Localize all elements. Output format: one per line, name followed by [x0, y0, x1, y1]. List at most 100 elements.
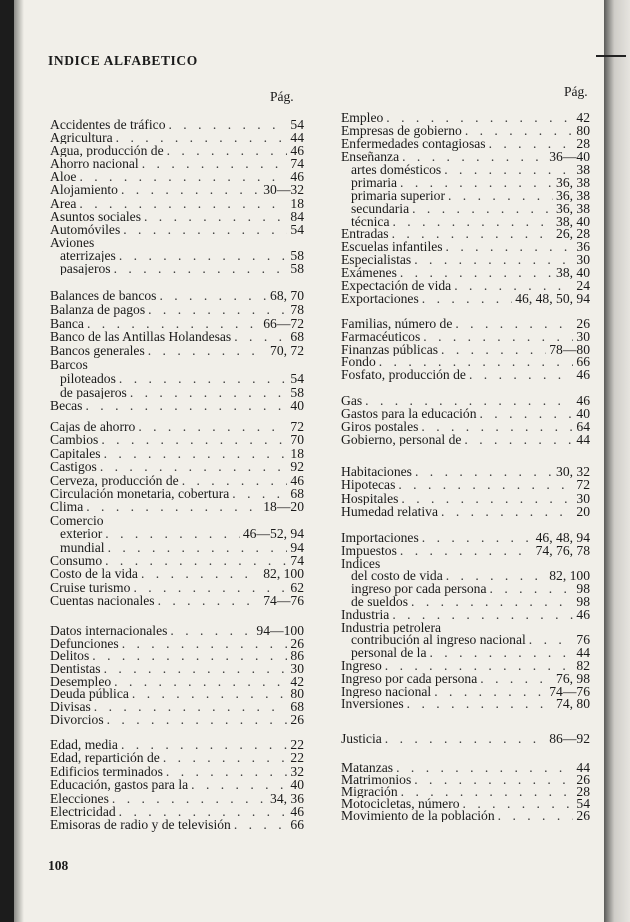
index-term: piloteados: [60, 371, 116, 386]
index-term: Enseñanza: [341, 150, 400, 164]
index-entry: Exportaciones 46, 48, 50, 94: [341, 293, 590, 306]
index-term: Fosfato, producción de: [341, 369, 466, 382]
dot-leader: [104, 447, 288, 460]
index-term: Balanza de pagos: [50, 302, 146, 317]
index-term: Deuda pública: [50, 688, 129, 702]
index-term: Importaciones: [341, 532, 419, 545]
index-entry: Fosfato, producción de 46: [341, 369, 590, 382]
index-entry: Castigos 92: [50, 460, 304, 473]
dot-leader: [182, 474, 288, 487]
index-entry: Defunciones 26: [50, 638, 304, 651]
page-reference: 30: [576, 254, 590, 268]
index-term: Familias, número de: [341, 318, 453, 331]
index-entry: Indices: [341, 558, 590, 571]
dot-leader: [400, 177, 553, 190]
page-reference: 78—80: [549, 343, 590, 357]
index-term: Ingreso: [341, 659, 382, 673]
index-entry: Bancos generales 70, 72: [50, 344, 304, 358]
page-reference: 30: [576, 330, 590, 344]
dot-leader: [430, 647, 574, 660]
dot-leader: [116, 131, 288, 144]
index-entry: Datos internacionales 94—100: [50, 625, 304, 638]
index-term: Aviones: [50, 235, 95, 249]
index-entry: Edad, repartición de 22: [50, 751, 304, 764]
page-reference: 80: [290, 688, 304, 702]
page-reference: 86: [290, 650, 304, 664]
index-term: Automóviles: [50, 222, 121, 236]
dot-leader: [138, 420, 287, 433]
page-reference: 78: [290, 302, 304, 317]
index-term: Justicia: [341, 732, 382, 745]
index-subentry: de pasajeros 58: [50, 386, 304, 400]
index-letter-group: Familias, número de26Farmacéuticos30Fina…: [341, 318, 590, 382]
page-reference: 46—52, 94: [242, 527, 304, 541]
dot-leader: [158, 594, 261, 607]
index-term: Edad, media: [50, 738, 118, 752]
dot-leader: [191, 778, 287, 791]
page-reference: 44: [576, 647, 590, 660]
page-reference: 34, 36: [270, 791, 304, 805]
index-term: Alojamiento: [50, 183, 118, 197]
index-term: Edad, repartición de: [50, 751, 160, 765]
index-letter-group: Justicia 86—92: [341, 732, 590, 745]
dot-leader: [141, 567, 260, 580]
index-entry: Ingreso por cada persona 76, 98: [341, 673, 590, 686]
page-reference: 18—20: [263, 500, 304, 514]
page-reference: 54: [576, 798, 590, 810]
index-term: Cruise turismo: [50, 580, 131, 595]
dot-leader: [119, 249, 288, 262]
dot-leader: [402, 151, 546, 164]
page-reference: 46: [576, 608, 590, 622]
index-term: Defunciones: [50, 637, 119, 651]
page-reference: 82, 100: [549, 570, 590, 584]
index-term: personal de la: [351, 647, 427, 660]
dot-leader: [401, 492, 573, 505]
index-entry: Empresas de gobierno 80: [341, 125, 590, 138]
index-entry: Deuda pública 80: [50, 688, 304, 701]
dot-leader: [444, 164, 573, 177]
dot-leader: [411, 596, 573, 609]
index-term: Inversiones: [341, 698, 404, 712]
index-term: Cajas de ahorro: [50, 420, 136, 434]
index-entry: Aloe 46: [50, 170, 304, 183]
index-subentry: personal de la 44: [341, 647, 590, 660]
index-letter-group: Empleo42Empresas de gobierno80Enfermedad…: [341, 112, 590, 306]
page-reference: 46, 48, 94: [535, 532, 590, 545]
page-reference: 82: [576, 659, 590, 673]
page-reference: 42: [290, 675, 304, 689]
index-term: Matrimonios: [341, 774, 412, 786]
dot-leader: [396, 762, 573, 774]
index-term: Becas: [50, 399, 83, 414]
dot-leader: [234, 330, 287, 344]
page-reference: 76: [576, 634, 590, 648]
index-entry: Accidentes de tráfico 54: [50, 118, 304, 131]
index-entry: Ingreso 82: [341, 660, 590, 673]
index-term: ingreso por cada persona: [351, 583, 487, 596]
index-term: Cuentas nacionales: [50, 594, 155, 608]
dot-leader: [121, 738, 287, 751]
index-entry: Cajas de ahorro 72: [50, 420, 304, 433]
dot-leader: [392, 609, 573, 622]
page-gutter-shadow: [14, 0, 24, 922]
dot-leader: [159, 289, 267, 303]
index-term: Empleo: [341, 112, 384, 125]
dot-leader: [119, 805, 288, 818]
page-reference: 92: [290, 460, 304, 474]
index-term: Agricultura: [50, 131, 113, 145]
index-term: Divorcios: [50, 713, 104, 727]
index-term: Escuelas infantiles: [341, 241, 443, 255]
page-reference: 32: [290, 764, 304, 779]
index-term: de sueldos: [351, 595, 409, 609]
dot-leader: [423, 331, 573, 344]
index-term: Ingreso nacional: [341, 685, 432, 699]
dot-leader: [464, 433, 573, 446]
dot-leader: [385, 732, 546, 745]
page-reference: 26, 28: [556, 228, 590, 242]
index-term: Gastos para la educación: [341, 407, 477, 420]
dot-leader: [392, 228, 553, 241]
index-entry: Hipotecas 72: [341, 478, 590, 491]
index-entry: Agricultura 44: [50, 131, 304, 144]
index-term: Banco de las Antillas Holandesas: [50, 330, 232, 345]
page-reference: 30: [576, 491, 590, 505]
index-term: Entradas: [341, 228, 389, 242]
